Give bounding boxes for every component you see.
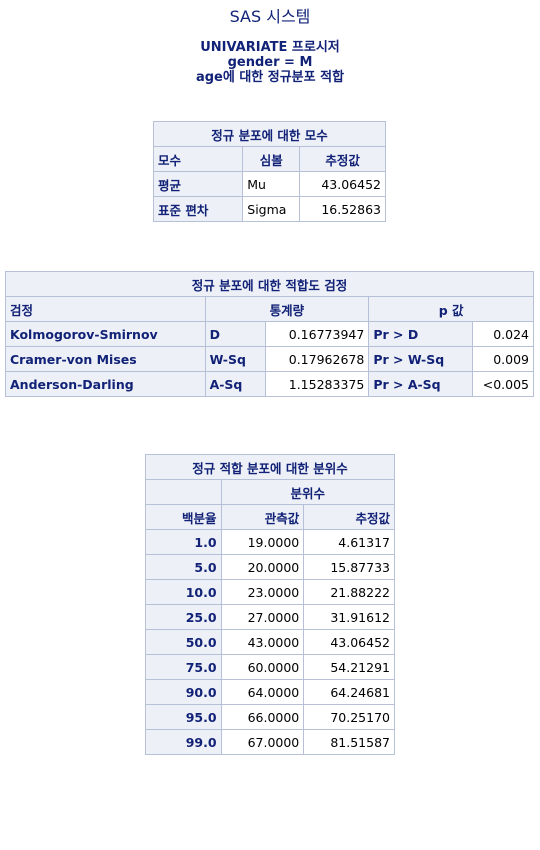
table-row: 99.0 67.0000 81.51587 [145,729,395,755]
pvalue-value: <0.005 [471,371,535,397]
quantile-observed: 23.0000 [220,579,305,605]
param-name: 평균 [152,171,244,197]
quantile-observed: 20.0000 [220,554,305,580]
table-row: 95.0 66.0000 70.25170 [145,704,395,730]
quantiles-header-percent: 백분율 [145,504,222,530]
quantile-percent: 25.0 [145,604,222,630]
table-row: 평균 Mu 43.06452 [152,171,386,197]
param-estimate: 16.52863 [299,196,386,222]
table-row: Kolmogorov-Smirnov D 0.16773947 Pr > D 0… [5,321,535,347]
stat-value: 1.15283375 [265,371,370,397]
quantile-percent: 75.0 [145,654,222,680]
table-row: 50.0 43.0000 43.06452 [145,629,395,655]
gof-header-test: 검정 [5,296,206,322]
param-symbol: Mu [242,171,301,197]
pvalue-value: 0.009 [471,346,535,372]
quantile-observed: 60.0000 [220,654,305,680]
quantile-percent: 50.0 [145,629,222,655]
quantile-observed: 19.0000 [220,529,305,555]
table-row: 1.0 19.0000 4.61317 [145,529,395,555]
params-header-symbol: 심볼 [242,146,301,172]
quantile-observed: 43.0000 [220,629,305,655]
stat-symbol: D [204,321,267,347]
param-symbol: Sigma [242,196,301,222]
quantile-estimated: 15.87733 [303,554,395,580]
quantile-observed: 27.0000 [220,604,305,630]
quantile-percent: 1.0 [145,529,222,555]
quantile-percent: 5.0 [145,554,222,580]
quantile-estimated: 64.24681 [303,679,395,705]
test-name: Anderson-Darling [5,371,206,397]
gof-header-statistic: 통계량 [204,296,370,322]
stat-symbol: A-Sq [204,371,267,397]
quantiles-table-title: 정규 적합 분포에 대한 분위수 [145,454,395,480]
gof-table-title: 정규 분포에 대한 적합도 검정 [5,271,534,297]
params-table: 정규 분포에 대한 모수 모수 심볼 추정값 평균 Mu 43.06452 표준… [152,121,386,222]
table-row: Anderson-Darling A-Sq 1.15283375 Pr > A-… [5,371,535,397]
params-table-title: 정규 분포에 대한 모수 [153,121,386,147]
quantile-observed: 66.0000 [220,704,305,730]
gof-header-pvalue: p 값 [368,296,534,322]
params-header-estimate: 추정값 [299,146,386,172]
table-row: 표준 편차 Sigma 16.52863 [152,196,386,222]
quantile-estimated: 4.61317 [303,529,395,555]
pvalue-value: 0.024 [471,321,535,347]
table-row: 25.0 27.0000 31.91612 [145,604,395,630]
params-header-param: 모수 [152,146,244,172]
pvalue-label: Pr > W-Sq [368,346,473,372]
param-name: 표준 편차 [152,196,244,222]
stat-value: 0.17962678 [265,346,370,372]
quantile-percent: 95.0 [145,704,222,730]
quantile-estimated: 31.91612 [303,604,395,630]
pvalue-label: Pr > D [368,321,473,347]
system-title: SAS 시스템 [229,7,311,26]
test-name: Cramer-von Mises [5,346,206,372]
quantiles-header-observed: 관측값 [220,504,305,530]
table-row: 5.0 20.0000 15.87733 [145,554,395,580]
quantiles-header-estimated: 추정값 [303,504,395,530]
quantile-percent: 99.0 [145,729,222,755]
quantile-percent: 10.0 [145,579,222,605]
procedure-subtitle: age에 대한 정규분포 적합 [195,70,345,85]
quantile-estimated: 81.51587 [303,729,395,755]
stat-symbol: W-Sq [204,346,267,372]
quantile-estimated: 70.25170 [303,704,395,730]
quantile-observed: 67.0000 [220,729,305,755]
table-row: Cramer-von Mises W-Sq 0.17962678 Pr > W-… [5,346,535,372]
quantiles-header-blank [145,479,222,505]
quantile-estimated: 21.88222 [303,579,395,605]
table-row: 75.0 60.0000 54.21291 [145,654,395,680]
procedure-by-group: gender = M [227,55,313,70]
quantiles-group-header: 분위수 [220,479,396,505]
table-row: 10.0 23.0000 21.88222 [145,579,395,605]
test-name: Kolmogorov-Smirnov [5,321,206,347]
quantile-estimated: 54.21291 [303,654,395,680]
quantile-percent: 90.0 [145,679,222,705]
quantile-estimated: 43.06452 [303,629,395,655]
param-estimate: 43.06452 [299,171,386,197]
gof-table: 정규 분포에 대한 적합도 검정 검정 통계량 p 값 Kolmogorov-S… [5,271,535,397]
quantile-observed: 64.0000 [220,679,305,705]
table-row: 90.0 64.0000 64.24681 [145,679,395,705]
quantiles-table: 정규 적합 분포에 대한 분위수 분위수 백분율 관측값 추정값 1.0 19.0… [145,454,396,755]
procedure-name: UNIVARIATE 프로시저 [200,40,340,55]
pvalue-label: Pr > A-Sq [368,371,473,397]
stat-value: 0.16773947 [265,321,370,347]
